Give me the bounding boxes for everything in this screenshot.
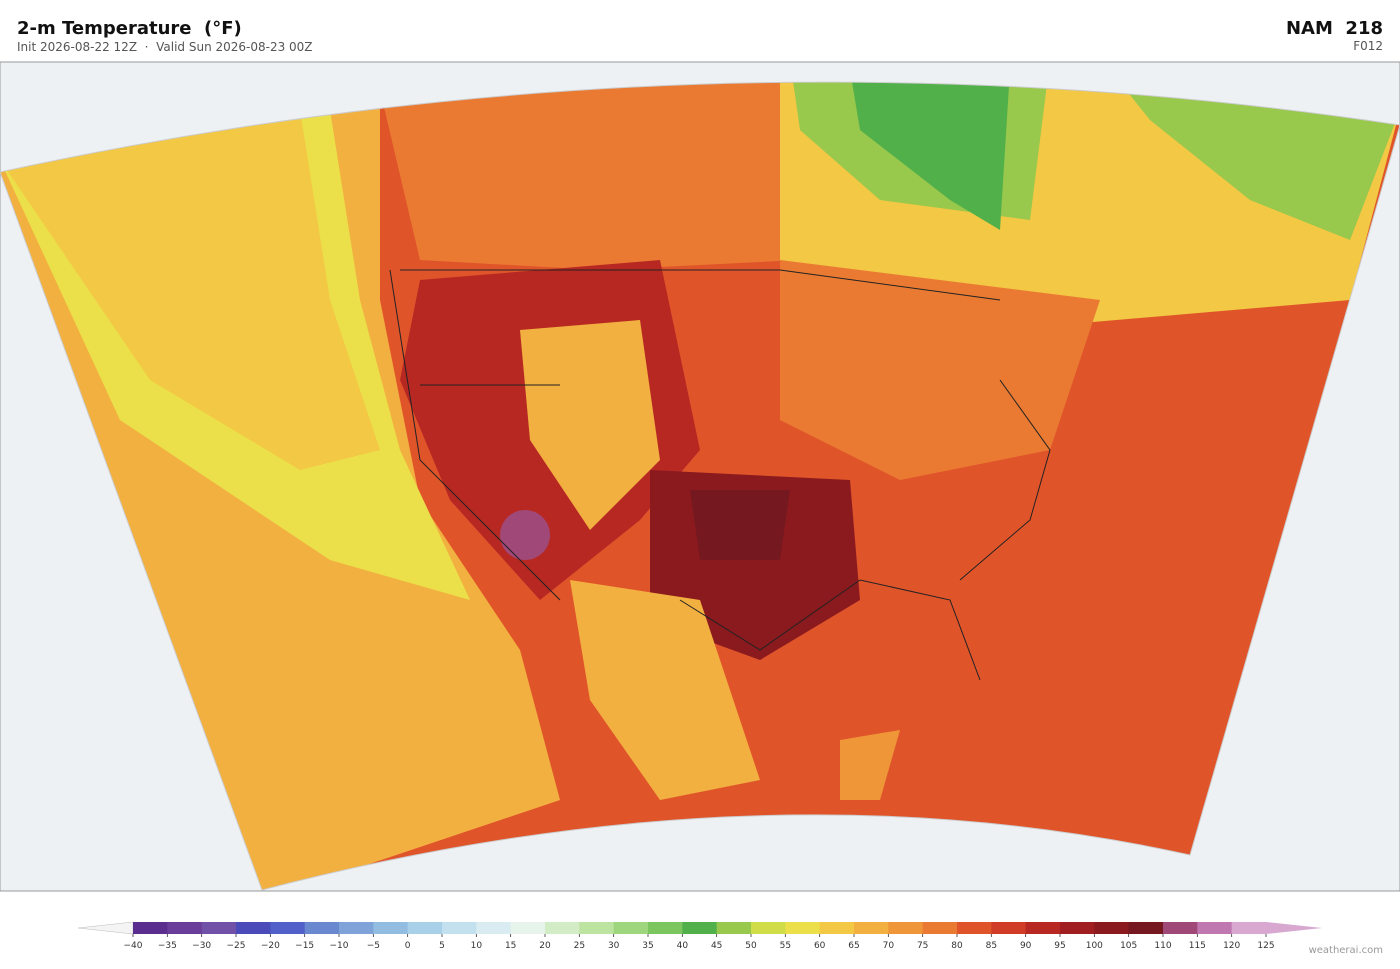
colorbar-segment [545,922,580,934]
colorbar-tick-label: −5 [367,941,380,951]
colorbar-tick-label: 35 [642,941,653,951]
credit: weatherai.com [1309,945,1383,956]
colorbar-segment [1094,922,1130,934]
colorbar-segment [579,922,615,934]
colorbar-tick-label: 90 [1020,941,1032,951]
colorbar-segment [304,922,340,934]
colorbar-segment [613,922,649,934]
colorbar-tick-label: 70 [883,941,895,951]
colorbar-tick-label: 95 [1054,941,1065,951]
colorbar-segment [751,922,786,934]
colorbar-tick-label: 100 [1086,941,1103,951]
colorbar-tick-label: 65 [848,941,859,951]
colorbar-segment [854,922,889,934]
colorbar-segment [167,922,203,934]
colorbar-tick-label: 85 [986,941,997,951]
colorbar-tick-label: 45 [711,941,722,951]
colorbar-segment [133,922,168,934]
colorbar-segment [922,922,958,934]
colorbar-tick-label: 75 [917,941,928,951]
colorbar-tick-label: 25 [574,941,585,951]
colorbar-tick-label: 105 [1120,941,1137,951]
colorbar-segment [407,922,443,934]
colorbar-segment [648,922,683,934]
colorbar-tick-label: −30 [192,941,211,951]
colorbar: −40 −35 −30 −25 −20 −15 −10 −5 0 5 10 15 20 25 30 35 40 4… [77,921,1322,951]
colorbar-tick-label: 50 [745,941,757,951]
colorbar-segment [1163,922,1198,934]
colorbar-segment [236,922,271,934]
colorbar-segment [957,922,992,934]
colorbar-tick-label: −25 [227,941,246,951]
colorbar-tick-label: 60 [814,941,826,951]
colorbar-tick-label: −15 [295,941,314,951]
colorbar-tick-label: −20 [261,941,280,951]
colorbar-segment [1060,922,1095,934]
colorbar-segment [270,922,306,934]
colorbar-tick-label: −40 [124,941,143,951]
colorbar-extend-high [1266,922,1322,934]
forecast-hour: F012 [1353,39,1383,53]
colorbar-segment [991,922,1027,934]
colorbar-tick-label: 20 [539,941,551,951]
colorbar-segment [716,922,752,934]
colorbar-segment [339,922,374,934]
colorbar-tick-label: 15 [505,941,516,951]
colorbar-extend-low [77,921,134,935]
colorbar-tick-label: −10 [330,941,349,951]
colorbar-segment [201,922,237,934]
colorbar-tick-label: 10 [471,941,483,951]
colorbar-tick-label: 30 [608,941,620,951]
colorbar-segment [1197,922,1233,934]
colorbar-segment [1128,922,1164,934]
colorbar-segment [510,922,546,934]
colorbar-segment [373,922,409,934]
colorbar-tick-label: 120 [1223,941,1240,951]
colorbar-segment [888,922,924,934]
subtitle: Init 2026-08-22 12Z · Valid Sun 2026-08-… [17,40,313,54]
colorbar-tick-label: 125 [1257,941,1274,951]
colorbar-segment [819,922,855,934]
model: NAM 218 [1286,18,1383,39]
colorbar-segment [1025,922,1061,934]
colorbar-segment [1231,922,1267,934]
colorbar-segment [476,922,512,934]
colorbar-tick-label: 5 [439,941,445,951]
colorbar-tick-label: 40 [677,941,689,951]
colorbar-tick-label: 115 [1189,941,1206,951]
colorbar-segment [785,922,821,934]
title: 2-m Temperature (°F) [17,18,242,39]
colorbar-segment [682,922,718,934]
colorbar-segment [442,922,477,934]
colorbar-tick-label: 55 [780,941,791,951]
colorbar-tick-label: −35 [158,941,177,951]
colorbar-tick-label: 80 [951,941,963,951]
colorbar-tick-label: 110 [1154,941,1171,951]
colorbar-tick-label: 0 [405,941,411,951]
